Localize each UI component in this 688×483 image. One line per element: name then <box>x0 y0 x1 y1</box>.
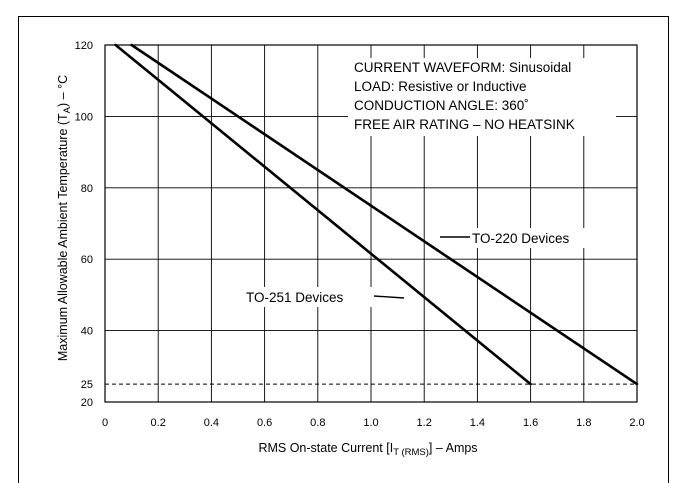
y-tick-label: 80 <box>81 183 93 195</box>
series-label-bg-to220 <box>469 228 585 248</box>
annotation-box: CURRENT WAVEFORM: Sinusoidal LOAD: Resis… <box>348 58 616 136</box>
series-label-bg-to251 <box>244 287 372 307</box>
chart-frame <box>18 16 669 483</box>
series-line-0 <box>130 43 639 386</box>
y-tick-label: 60 <box>81 254 93 266</box>
plot-border <box>104 44 638 403</box>
annotation-line-1: CURRENT WAVEFORM: Sinusoidal <box>354 60 571 75</box>
series-line-1 <box>114 43 532 386</box>
x-tick-labels: 0 0.2 0.4 0.6 0.8 1.0 1.2 1.4 1.6 1.8 2.0 <box>102 417 645 429</box>
series-leader-to251 <box>373 295 405 299</box>
x-tick-label: 1.2 <box>417 417 432 429</box>
x-tick-label: 2.0 <box>629 417 644 429</box>
x-tick-label: 0 <box>102 417 108 429</box>
annotation-line-3: CONDUCTION ANGLE: 360˚ <box>354 98 529 113</box>
series-group <box>114 43 639 386</box>
annotation-background <box>348 58 616 136</box>
x-tick-label: 0.4 <box>204 417 219 429</box>
y-tick-labels: 20 25 40 60 80 100 120 <box>75 40 93 409</box>
axes <box>104 44 638 403</box>
x-tick-label: 0.2 <box>151 417 166 429</box>
y-tick-label: 20 <box>81 397 93 409</box>
x-tick-label: 1.6 <box>523 417 538 429</box>
annotation-line-2: LOAD: Resistive or Inductive <box>354 79 527 94</box>
y-tick-label: 100 <box>75 111 93 123</box>
x-tick-label: 1.0 <box>363 417 378 429</box>
series-label-to220: TO-220 Devices <box>472 231 570 246</box>
y-axis-title: Maximum Allowable Ambient Temperature (T… <box>56 75 73 361</box>
x-tick-label: 0.8 <box>310 417 325 429</box>
series-label-to251: TO-251 Devices <box>246 290 344 305</box>
x-tick-label: 1.8 <box>576 417 591 429</box>
x-tick-label: 0.6 <box>257 417 272 429</box>
annotation-line-4: FREE AIR RATING – NO HEATSINK <box>354 117 575 132</box>
x-axis-title: RMS On-state Current [IT (RMS)] – Amps <box>258 441 477 458</box>
y-tick-label: 25 <box>81 379 93 391</box>
y-tick-label: 40 <box>81 326 93 338</box>
y-tick-label: 120 <box>75 40 93 52</box>
x-tick-label: 1.4 <box>470 417 485 429</box>
series-labels: TO-220 Devices TO-251 Devices <box>244 228 585 307</box>
